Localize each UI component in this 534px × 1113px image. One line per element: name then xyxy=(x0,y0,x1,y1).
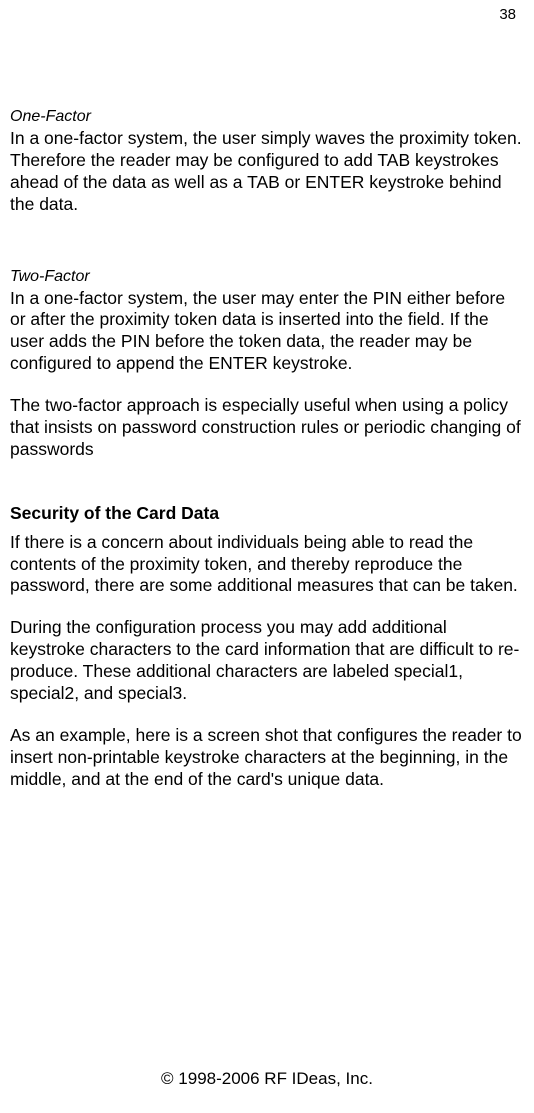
spacer xyxy=(10,481,524,503)
security-body-1: If there is a concern about individuals … xyxy=(10,532,524,598)
two-factor-heading: Two-Factor xyxy=(10,268,524,286)
security-body-2: During the configuration process you may… xyxy=(10,617,524,705)
security-heading: Security of the Card Data xyxy=(10,503,524,524)
security-body-3: As an example, here is a screen shot tha… xyxy=(10,725,524,791)
page-content: One-Factor In a one-factor system, the u… xyxy=(0,0,534,790)
two-factor-body-2: The two-factor approach is especially us… xyxy=(10,395,524,461)
two-factor-body-1: In a one-factor system, the user may ent… xyxy=(10,288,524,376)
one-factor-heading: One-Factor xyxy=(10,108,524,126)
spacer xyxy=(10,236,524,268)
page-footer: © 1998-2006 RF IDeas, Inc. xyxy=(0,1069,534,1089)
page-number: 38 xyxy=(499,6,516,23)
one-factor-body: In a one-factor system, the user simply … xyxy=(10,128,524,216)
